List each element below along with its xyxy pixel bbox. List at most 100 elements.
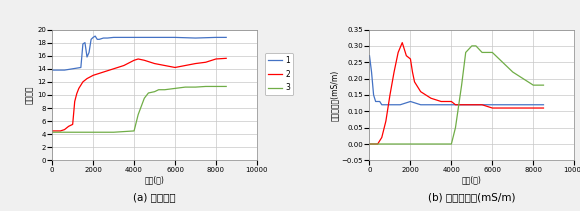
3 (61, 131, 68, 134)
Legend: 1, 2, 3: 1, 2, 3 (265, 53, 293, 95)
2 (161, 64, 168, 67)
계열3 (374, 143, 381, 145)
1 (104, 37, 111, 39)
계열2 (417, 90, 424, 93)
계열3 (399, 143, 406, 145)
2 (100, 71, 107, 73)
계열2 (469, 103, 476, 106)
3 (145, 92, 152, 94)
계열3 (458, 84, 465, 87)
3 (69, 131, 76, 134)
2 (84, 77, 90, 80)
Text: (a) 유전상수: (a) 유전상수 (133, 193, 176, 203)
2 (61, 128, 68, 131)
1 (49, 69, 56, 71)
계열2 (540, 107, 547, 109)
계열2 (478, 103, 485, 106)
2 (69, 123, 76, 126)
계열2 (370, 143, 377, 145)
계열3 (417, 143, 424, 145)
Text: (b) 전기전도도(mS/m): (b) 전기전도도(mS/m) (428, 193, 516, 203)
계열2 (390, 71, 397, 73)
3 (100, 131, 107, 134)
2 (182, 64, 188, 67)
계열2 (394, 51, 401, 54)
Y-axis label: 유전상수: 유전상수 (25, 86, 34, 104)
계열2 (409, 71, 416, 73)
계열1 (407, 100, 414, 103)
3 (135, 113, 142, 116)
2 (65, 125, 72, 128)
계열3 (390, 143, 397, 145)
계열3 (370, 143, 377, 145)
1 (79, 43, 86, 45)
2 (121, 64, 128, 67)
계열3 (382, 143, 389, 145)
계열2 (499, 107, 506, 109)
계열3 (520, 77, 527, 80)
계열1 (382, 103, 389, 106)
계열2 (509, 107, 516, 109)
1 (96, 38, 103, 41)
3 (172, 87, 179, 90)
1 (65, 68, 72, 71)
계열2 (411, 81, 418, 83)
1 (77, 66, 84, 69)
1 (223, 36, 230, 39)
계열2 (366, 143, 373, 145)
계열3 (478, 51, 485, 54)
1 (86, 51, 93, 54)
1 (130, 36, 137, 39)
1 (121, 36, 128, 39)
계열2 (427, 97, 434, 99)
계열3 (473, 45, 480, 47)
1 (90, 36, 97, 39)
1 (212, 36, 219, 39)
3 (155, 88, 162, 91)
2 (71, 100, 78, 103)
1 (69, 68, 76, 70)
1 (57, 69, 64, 71)
계열3 (530, 84, 536, 87)
3 (65, 131, 72, 134)
계열1 (390, 103, 397, 106)
계열1 (366, 54, 373, 57)
계열1 (499, 103, 506, 106)
3 (86, 131, 93, 134)
계열2 (520, 107, 527, 109)
계열1 (427, 103, 434, 106)
1 (73, 67, 80, 69)
계열1 (448, 103, 455, 106)
계열2 (386, 94, 393, 96)
계열3 (403, 143, 410, 145)
1 (53, 69, 60, 71)
2 (49, 130, 56, 132)
2 (212, 58, 219, 60)
Line: 2: 2 (52, 58, 226, 131)
계열2 (489, 107, 496, 109)
2 (223, 57, 230, 60)
계열1 (370, 94, 377, 96)
계열3 (540, 84, 547, 87)
Line: 계열2: 계열2 (369, 43, 543, 144)
1 (92, 35, 99, 37)
계열2 (452, 103, 459, 106)
Line: 3: 3 (52, 87, 226, 132)
계열3 (448, 143, 455, 145)
2 (77, 84, 84, 87)
1 (81, 41, 88, 44)
3 (212, 85, 219, 88)
계열2 (399, 41, 406, 44)
3 (94, 131, 101, 134)
계열2 (374, 143, 381, 145)
2 (79, 81, 86, 83)
2 (57, 130, 64, 132)
계열3 (489, 51, 496, 54)
2 (202, 61, 209, 64)
1 (94, 38, 101, 41)
계열1 (458, 103, 465, 106)
1 (100, 37, 107, 39)
계열1 (520, 103, 527, 106)
계열2 (378, 136, 385, 139)
계열3 (411, 143, 418, 145)
